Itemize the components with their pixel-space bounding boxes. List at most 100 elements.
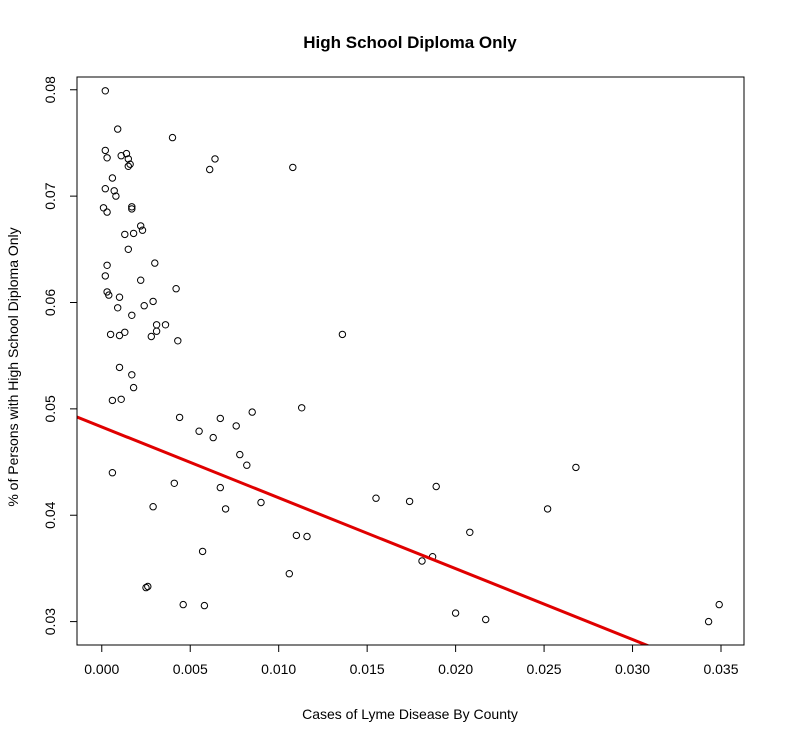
y-tick-label: 0.05 bbox=[42, 395, 58, 422]
data-point bbox=[122, 149, 131, 158]
data-point bbox=[168, 133, 177, 142]
data-point bbox=[115, 331, 124, 340]
data-point bbox=[149, 297, 157, 306]
data-point bbox=[108, 396, 117, 405]
data-point bbox=[140, 302, 148, 310]
data-point bbox=[108, 174, 117, 182]
data-point bbox=[418, 557, 426, 565]
data-point bbox=[298, 404, 306, 412]
data-point bbox=[372, 494, 380, 502]
x-tick-label: 0.015 bbox=[350, 661, 385, 677]
data-point bbox=[216, 483, 225, 492]
data-point bbox=[704, 617, 713, 626]
data-point bbox=[257, 498, 265, 507]
x-tick-label: 0.030 bbox=[615, 661, 650, 677]
data-point bbox=[128, 205, 136, 213]
y-tick-label: 0.06 bbox=[42, 289, 58, 316]
data-point bbox=[198, 547, 207, 556]
x-tick-label: 0.005 bbox=[173, 661, 208, 677]
data-point bbox=[248, 408, 256, 416]
data-point bbox=[482, 615, 490, 624]
data-point bbox=[289, 163, 297, 172]
data-point bbox=[103, 208, 111, 216]
data-point bbox=[151, 259, 159, 267]
x-tick-label: 0.035 bbox=[703, 661, 738, 677]
x-tick-label: 0.020 bbox=[438, 661, 473, 677]
plot-area bbox=[77, 87, 723, 645]
data-point bbox=[195, 427, 203, 435]
data-point bbox=[114, 125, 122, 133]
x-tick-label: 0.010 bbox=[261, 661, 296, 677]
data-point bbox=[101, 87, 110, 95]
data-point bbox=[106, 330, 115, 339]
y-axis: 0.03 0.04 0.05 0.06 0.07 0.08 bbox=[42, 76, 77, 635]
data-point bbox=[236, 450, 244, 459]
data-point bbox=[101, 146, 110, 155]
data-point bbox=[112, 192, 120, 200]
data-point bbox=[137, 276, 145, 284]
data-point bbox=[142, 583, 150, 592]
data-point bbox=[124, 245, 133, 254]
y-axis-label: % of Persons with High School Diploma On… bbox=[5, 227, 21, 506]
data-point bbox=[432, 482, 440, 491]
data-point bbox=[285, 570, 293, 578]
x-axis-label: Cases of Lyme Disease By County bbox=[302, 706, 518, 722]
x-tick-label: 0.025 bbox=[527, 661, 562, 677]
y-tick-label: 0.04 bbox=[42, 501, 58, 528]
data-point bbox=[144, 582, 152, 591]
data-point bbox=[405, 497, 414, 506]
y-tick-label: 0.03 bbox=[42, 608, 58, 635]
data-point bbox=[206, 165, 214, 174]
data-point bbox=[124, 162, 133, 171]
data-point bbox=[124, 155, 133, 163]
data-point bbox=[451, 609, 460, 617]
y-tick-label: 0.08 bbox=[42, 76, 58, 103]
data-point bbox=[174, 337, 182, 345]
data-point bbox=[211, 155, 219, 163]
data-point bbox=[243, 461, 251, 469]
data-point bbox=[170, 479, 179, 487]
data-point bbox=[175, 413, 184, 422]
data-point bbox=[715, 600, 723, 609]
data-point bbox=[216, 414, 225, 423]
data-point bbox=[209, 433, 217, 442]
data-point bbox=[152, 327, 161, 335]
data-point bbox=[137, 222, 145, 230]
data-point bbox=[105, 291, 113, 299]
data-point bbox=[466, 528, 474, 536]
data-point bbox=[103, 261, 111, 269]
data-point bbox=[338, 330, 347, 339]
data-point bbox=[101, 185, 110, 193]
data-point bbox=[121, 230, 129, 239]
data-point bbox=[292, 531, 301, 540]
data-point bbox=[152, 321, 161, 329]
data-point bbox=[147, 332, 156, 341]
data-point bbox=[161, 321, 170, 329]
data-point bbox=[572, 463, 580, 472]
data-point bbox=[149, 503, 157, 511]
data-point bbox=[200, 601, 209, 610]
data-point bbox=[129, 229, 138, 238]
data-point bbox=[221, 505, 230, 513]
data-point bbox=[303, 532, 311, 541]
data-point bbox=[126, 160, 134, 168]
regression-line bbox=[77, 415, 651, 645]
data-point bbox=[128, 311, 136, 319]
data-point bbox=[114, 304, 122, 312]
data-point bbox=[138, 226, 147, 234]
chart-title: High School Diploma Only bbox=[303, 33, 517, 52]
data-point bbox=[117, 395, 125, 403]
data-point bbox=[128, 203, 136, 211]
data-point bbox=[103, 154, 111, 162]
data-point bbox=[108, 469, 117, 477]
plot-frame bbox=[76, 76, 745, 646]
data-point bbox=[99, 204, 108, 212]
data-point bbox=[121, 328, 129, 336]
data-point bbox=[101, 272, 110, 280]
x-tick-label: 0.000 bbox=[84, 661, 119, 677]
data-point bbox=[110, 187, 118, 195]
data-point bbox=[543, 505, 552, 513]
data-point bbox=[232, 422, 240, 430]
data-point bbox=[115, 293, 124, 301]
